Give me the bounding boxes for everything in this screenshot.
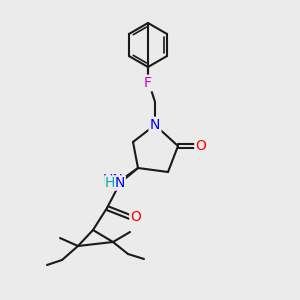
Text: H: H [105, 176, 115, 190]
Text: F: F [144, 76, 152, 90]
Text: HN: HN [103, 173, 123, 187]
Text: N: N [115, 176, 125, 190]
Text: N: N [150, 118, 160, 132]
Text: O: O [196, 139, 206, 153]
Text: O: O [130, 210, 141, 224]
